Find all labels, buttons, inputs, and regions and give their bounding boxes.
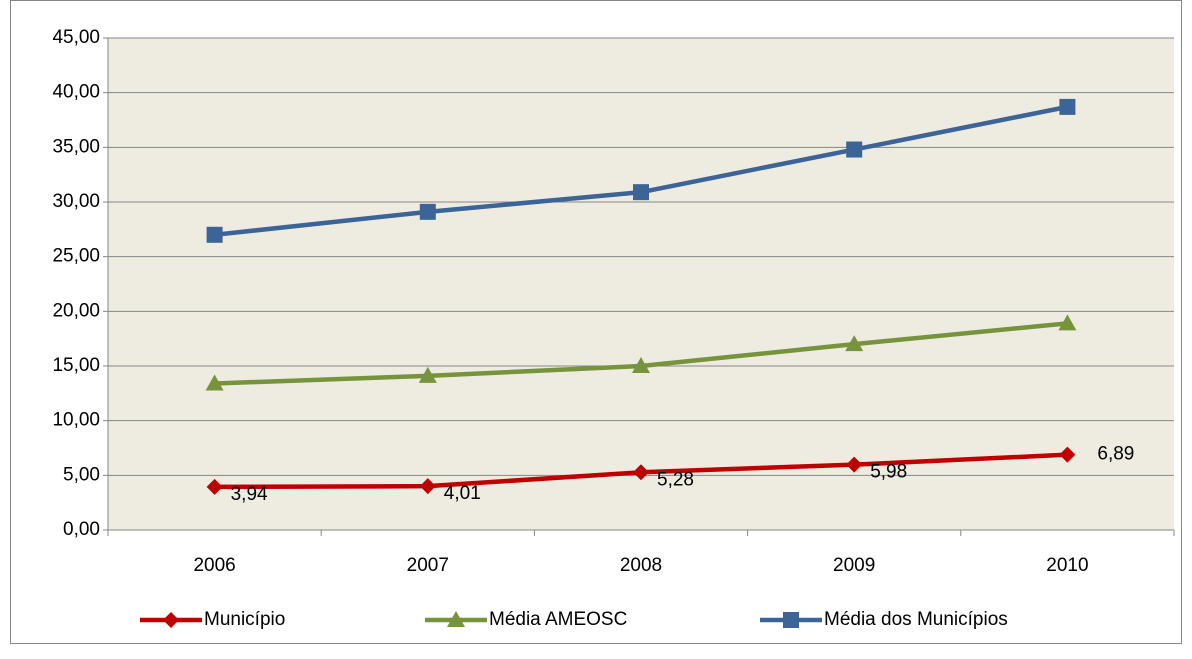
data-label: 5,28	[657, 469, 694, 490]
legend-marker	[447, 611, 465, 627]
legend-marker	[783, 612, 799, 628]
x-tick-label: 2007	[407, 555, 449, 576]
data-point	[418, 366, 437, 383]
y-tick-label: 45,00	[52, 27, 100, 48]
data-point	[205, 374, 224, 391]
data-point	[1059, 98, 1076, 115]
y-tick-label: 10,00	[52, 410, 100, 431]
data-label: 5,98	[870, 462, 907, 483]
y-tick-label: 0,00	[63, 519, 100, 540]
data-point	[419, 203, 436, 220]
y-tick-label: 40,00	[52, 82, 100, 103]
x-tick-label: 2009	[833, 555, 875, 576]
data-point	[419, 478, 436, 495]
legend-label: Média dos Municípios	[824, 609, 1008, 630]
y-tick-label: 20,00	[52, 300, 100, 321]
data-point	[846, 456, 863, 473]
y-tick-label: 25,00	[52, 246, 100, 267]
data-point	[845, 335, 864, 352]
y-tick-label: 15,00	[52, 355, 100, 376]
data-label: 6,89	[1097, 444, 1134, 465]
data-point	[1059, 446, 1076, 463]
data-point	[632, 357, 650, 373]
data-point	[846, 141, 863, 158]
y-tick-label: 5,00	[63, 464, 100, 485]
x-tick-label: 2008	[620, 555, 662, 576]
legend-label: Município	[204, 609, 285, 630]
data-label: 3,94	[231, 484, 268, 505]
x-tick-label: 2010	[1046, 555, 1088, 576]
legend-marker	[163, 612, 179, 628]
data-point	[633, 184, 649, 201]
y-tick-label: 35,00	[52, 136, 100, 157]
legend-label: Média AMEOSC	[489, 609, 627, 630]
data-point	[633, 464, 649, 481]
x-tick-label: 2006	[193, 555, 235, 576]
data-point	[206, 226, 223, 243]
data-point	[206, 478, 223, 495]
data-label: 4,01	[444, 483, 481, 504]
data-point	[1058, 314, 1077, 331]
y-tick-label: 30,00	[52, 191, 100, 212]
